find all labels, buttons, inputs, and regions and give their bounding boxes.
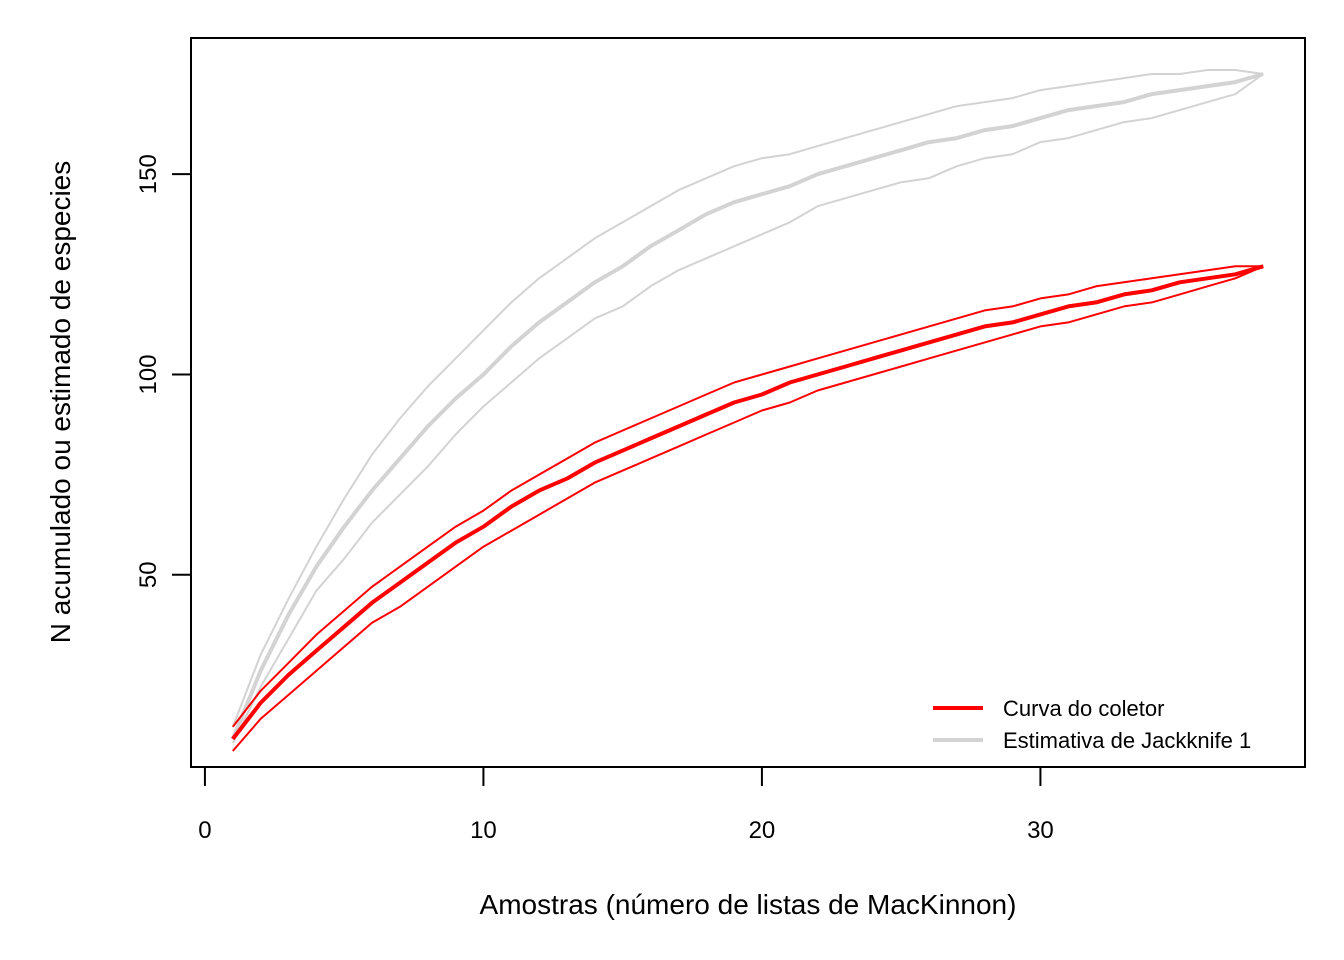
legend: Curva do coletor Estimativa de Jackknife … [933,696,1251,753]
y-tick-label: 50 [135,561,162,588]
x-axis-title: Amostras (número de listas de MacKinnon) [480,889,1017,920]
y-axis-title: N acumulado ou estimado de especies [45,161,76,644]
plot-box [190,37,1306,768]
collector-lower-line [232,265,1264,752]
collector-upper-line [232,265,1264,728]
jackknife-mean-line [230,72,1264,740]
x-tick-label: 10 [470,817,497,844]
y-axis: 50 100 150 [135,154,192,588]
jackknife-upper-line [231,69,1264,728]
jackknife-lower-line [231,73,1264,744]
x-tick-label: 30 [1027,817,1054,844]
series-layer [230,69,1264,752]
collector-mean-line [231,264,1264,741]
legend-label: Curva do coletor [1003,696,1164,721]
y-tick-label: 100 [135,354,162,394]
y-tick-label: 150 [135,154,162,194]
x-axis: 0 10 20 30 [198,766,1054,844]
legend-label: Estimativa de Jackknife 1 [1003,728,1251,753]
x-tick-label: 20 [749,817,776,844]
x-tick-label: 0 [198,817,211,844]
